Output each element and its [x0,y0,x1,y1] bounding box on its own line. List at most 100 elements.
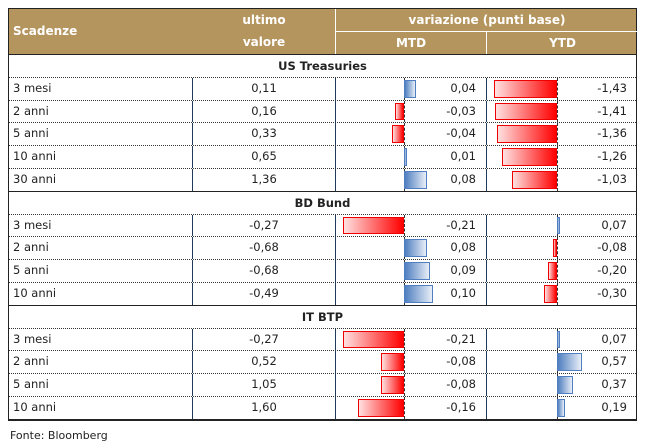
negative-bar [497,125,557,144]
negative-bar [343,330,404,349]
ytd-cell-value: 0,57 [601,354,627,369]
mtd-cell-value: 0,08 [450,240,476,255]
negative-bar [511,170,557,189]
negative-bar [343,216,404,235]
table-row: 2 anni 0,52 -0,08 0,57 [9,350,637,374]
negative-bar [380,353,404,372]
negative-bar [501,148,557,166]
source-note: Fonte: Bloomberg [10,429,108,442]
ytd-cell-value: -0,30 [597,285,627,300]
mtd-cell-value: -0,08 [446,354,476,369]
last-value: 1,05 [193,374,336,396]
ytd-cell: -1,41 [486,100,637,123]
maturity-label: 2 anni [9,100,193,123]
mtd-cell: 0,08 [335,168,487,191]
ytd-cell-value: 0,07 [601,331,627,346]
mtd-cell: -0,21 [335,328,487,351]
bar-axis [557,168,558,191]
ytd-cell: -0,20 [486,260,637,282]
last-value: 0,11 [193,77,336,100]
bar-axis [404,351,405,374]
ytd-cell-value: -1,41 [597,103,627,118]
table-row: 3 mesi -0,27 -0,21 0,07 [9,327,637,351]
maturity-label: 30 anni [9,168,193,191]
maturity-label: 3 mesi [9,328,193,351]
mtd-cell: -0,08 [335,374,487,396]
header-variazione: variazione (punti base) [336,9,638,32]
last-value: 0,52 [193,351,336,374]
mtd-cell-value: -0,03 [446,103,476,118]
maturity-label: 3 mesi [9,77,193,100]
last-value: -0,27 [193,328,336,351]
positive-bar [404,284,433,303]
mtd-cell: -0,21 [335,214,487,237]
table-row: 2 anni 0,16 -0,03 -1,41 [9,99,637,123]
table-row: 5 anni -0,68 0,09 -0,20 [9,259,636,282]
yields-table: Scadenze ultimo valore variazione (punti… [8,8,638,421]
bar-axis [557,260,558,282]
header-ultimo-line1: ultimo [242,13,286,27]
positive-bar [557,353,583,372]
mtd-cell-value: 0,09 [450,263,476,278]
bar-axis [404,214,405,237]
positive-bar [557,398,566,417]
negative-bar [543,284,557,303]
ytd-cell-value: -1,36 [597,126,627,141]
table-row: 30 anni 1,36 0,08 -1,03 [9,167,636,191]
bar-axis [404,100,405,123]
table-row: 5 anni 0,33 -0,04 -1,36 [9,122,636,146]
mtd-cell: 0,09 [335,260,487,282]
ytd-cell: 0,57 [486,351,637,374]
table-row: 10 anni -0,49 0,10 -0,30 [9,281,637,305]
mtd-cell-value: -0,21 [446,331,476,346]
bar-axis [557,100,558,123]
header-mtd: MTD [336,32,487,54]
table-row: 10 anni 1,60 -0,16 0,19 [9,395,636,419]
positive-bar [404,79,416,98]
last-value: -0,68 [193,260,336,282]
negative-bar [494,79,557,98]
ytd-cell-value: 0,07 [601,217,627,232]
table-row: 3 mesi -0,27 -0,21 0,07 [9,213,636,237]
bar-axis [557,282,558,305]
negative-bar [553,239,557,258]
mtd-cell-value: -0,16 [446,399,476,414]
ytd-cell: 0,37 [486,374,637,396]
mtd-cell: 0,08 [335,237,487,260]
last-value: -0,68 [193,237,336,260]
mtd-cell: -0,03 [335,100,487,123]
last-value: -0,49 [193,282,336,305]
maturity-label: 5 anni [9,260,193,282]
ytd-cell: 0,07 [486,328,637,351]
ytd-cell-value: -1,03 [597,171,627,186]
mtd-cell-value: -0,08 [446,377,476,392]
last-value: 0,33 [193,123,336,146]
maturity-label: 10 anni [9,146,193,168]
maturity-label: 10 anni [9,396,193,419]
ytd-cell: -0,30 [486,282,637,305]
last-value: 1,36 [193,168,336,191]
last-value: 1,60 [193,396,336,419]
ytd-cell: -1,26 [486,146,637,168]
ytd-cell-value: -1,26 [597,149,627,164]
maturity-label: 3 mesi [9,214,193,237]
last-value: 0,65 [193,146,336,168]
negative-bar [357,398,404,417]
negative-bar [494,102,557,121]
maturity-label: 2 anni [9,351,193,374]
positive-bar [557,330,561,349]
positive-bar [404,239,428,258]
table-row: 2 anni -0,68 0,08 -0,08 [9,236,637,260]
ytd-cell-value: -1,43 [597,80,627,95]
bar-axis [404,396,405,419]
ytd-cell-value: 0,19 [601,399,627,414]
table-row: 10 anni 0,65 0,01 -1,26 [9,145,636,168]
mtd-cell: 0,01 [335,146,487,168]
bar-axis [557,146,558,168]
header-ultimo: ultimo valore [193,9,336,54]
ytd-cell: -0,08 [486,237,637,260]
negative-bar [548,262,557,280]
positive-bar [404,170,428,189]
bar-axis [404,328,405,351]
mtd-cell: -0,16 [335,396,487,419]
